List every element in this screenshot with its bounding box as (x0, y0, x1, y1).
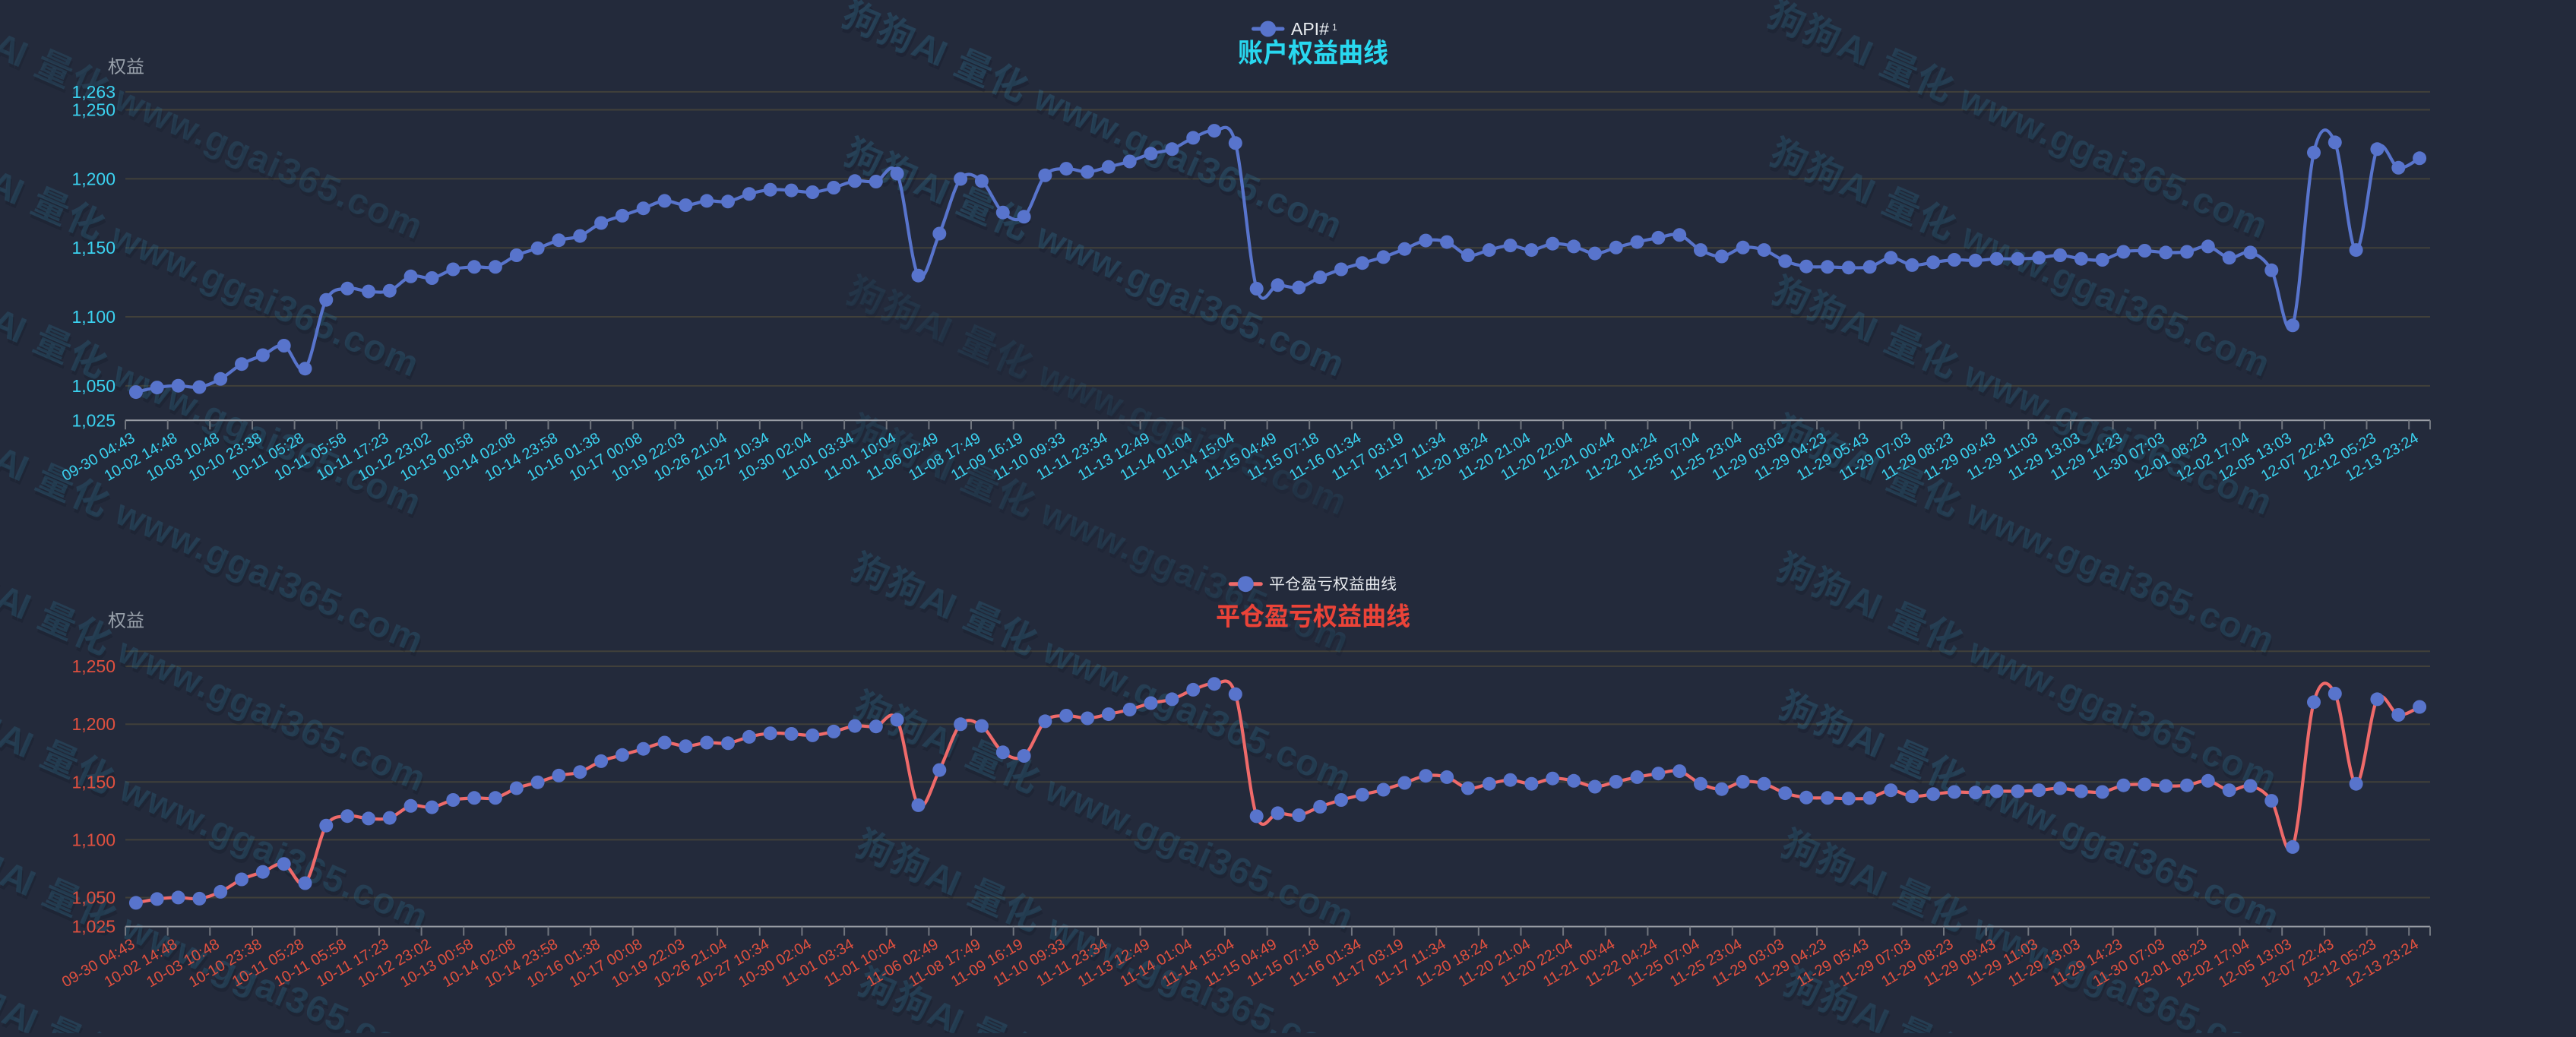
svg-text:1,050: 1,050 (71, 888, 116, 908)
svg-text:1,200: 1,200 (71, 714, 116, 734)
svg-text:1,025: 1,025 (71, 917, 116, 937)
svg-text:1: 1 (1332, 22, 1337, 33)
svg-text:1,100: 1,100 (71, 307, 116, 327)
svg-text:1,100: 1,100 (71, 830, 116, 849)
svg-text:API#: API# (1291, 19, 1329, 39)
svg-text:1,200: 1,200 (71, 169, 116, 188)
svg-text:1,250: 1,250 (71, 656, 116, 676)
svg-text:1,250: 1,250 (71, 100, 116, 120)
svg-text:1,263: 1,263 (71, 82, 116, 102)
svg-text:1,150: 1,150 (71, 772, 116, 792)
svg-text:1,150: 1,150 (71, 238, 116, 258)
svg-text:1,025: 1,025 (71, 410, 116, 430)
svg-text:1,050: 1,050 (71, 376, 116, 396)
